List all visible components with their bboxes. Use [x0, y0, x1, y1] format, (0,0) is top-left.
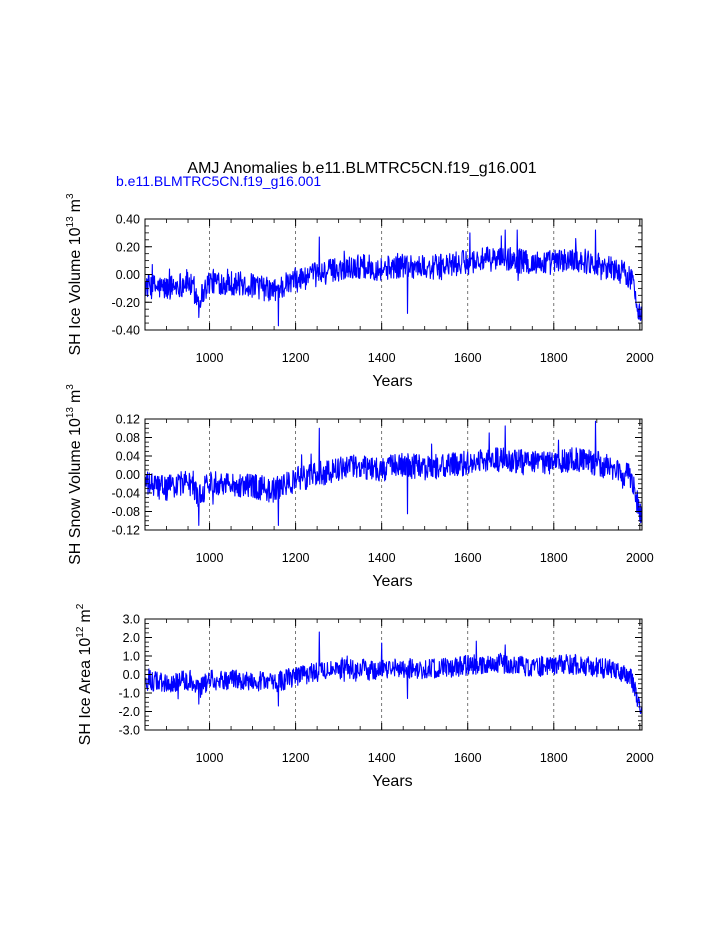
y-tick-label: 3.0: [123, 613, 140, 627]
y-tick-label: 0.00: [116, 268, 140, 282]
plot-frame: [144, 418, 643, 531]
x-tick-label: 1000: [196, 351, 224, 365]
y-tick-label: 0.00: [116, 468, 140, 482]
series-line: [144, 631, 643, 714]
x-tick-label: 2000: [626, 351, 654, 365]
x-tick-label: 1800: [540, 351, 568, 365]
x-axis-label: Years: [372, 773, 412, 790]
x-tick-label: 1400: [368, 751, 396, 765]
panel-sh-ice-area: 3.0 2.0 1.0 0.0 -1.0 -2.0 -3.0 1000 1200 1400 1600…: [75, 603, 654, 790]
y-tick-label: 0.08: [116, 431, 140, 445]
x-tick-label: 1000: [196, 751, 224, 765]
x-axis-label: Years: [372, 573, 412, 590]
y-tick-label: -1.0: [118, 687, 140, 701]
x-tick-label: 1400: [368, 551, 396, 565]
y-tick-label: -2.0: [118, 705, 140, 719]
plot-frame: [144, 618, 643, 731]
x-tick-label: 2000: [626, 751, 654, 765]
y-tick-label: -0.12: [112, 524, 141, 538]
x-tick-label: 1800: [540, 551, 568, 565]
y-axis-label: SH Snow Volume 1013m3: [65, 384, 84, 565]
y-tick-label: -0.20: [112, 296, 141, 310]
x-tick-label: 1600: [454, 351, 482, 365]
x-tick-label: 1200: [282, 751, 310, 765]
y-tick-label: 1.0: [123, 650, 140, 664]
y-axis-label: SH Ice Volume 1013m3: [65, 193, 84, 356]
y-tick-label: -3.0: [118, 724, 140, 738]
y-tick-label: 0.40: [116, 213, 140, 227]
y-tick-label: 0.0: [123, 668, 140, 682]
x-tick-label: 1600: [454, 551, 482, 565]
series-line: [144, 229, 643, 327]
y-tick-label: 2.0: [123, 631, 140, 645]
y-tick-label: -0.04: [112, 487, 141, 501]
x-tick-label: 1000: [196, 551, 224, 565]
panel-sh-snow-volume: 0.12 0.08 0.04 0.00 -0.04 -0.08 -0.12 1000 1200 1…: [65, 384, 654, 590]
panel-sh-ice-volume: 0.40 0.20 0.00 -0.20 -0.40 1000 1200 1400 1600 18…: [65, 193, 654, 390]
x-tick-label: 1400: [368, 351, 396, 365]
y-tick-label: -0.08: [112, 505, 141, 519]
x-tick-label: 1600: [454, 751, 482, 765]
x-axis-label: Years: [372, 373, 412, 390]
y-tick-label: 0.12: [116, 413, 140, 427]
chart-subtitle: b.e11.BLMTRC5CN.f19_g16.001: [116, 173, 321, 189]
x-tick-label: 1200: [282, 551, 310, 565]
x-tick-label: 1800: [540, 751, 568, 765]
x-tick-label: 1200: [282, 351, 310, 365]
y-tick-label: 0.20: [116, 240, 140, 254]
chart-title: AMJ Anomalies b.e11.BLMTRC5CN.f19_g16.00…: [187, 160, 536, 177]
x-tick-label: 2000: [626, 551, 654, 565]
y-tick-label: 0.04: [116, 450, 140, 464]
y-axis-label: SH Ice Area 1012m2: [75, 603, 94, 745]
y-tick-label: -0.40: [112, 324, 141, 338]
series-line: [144, 420, 643, 526]
